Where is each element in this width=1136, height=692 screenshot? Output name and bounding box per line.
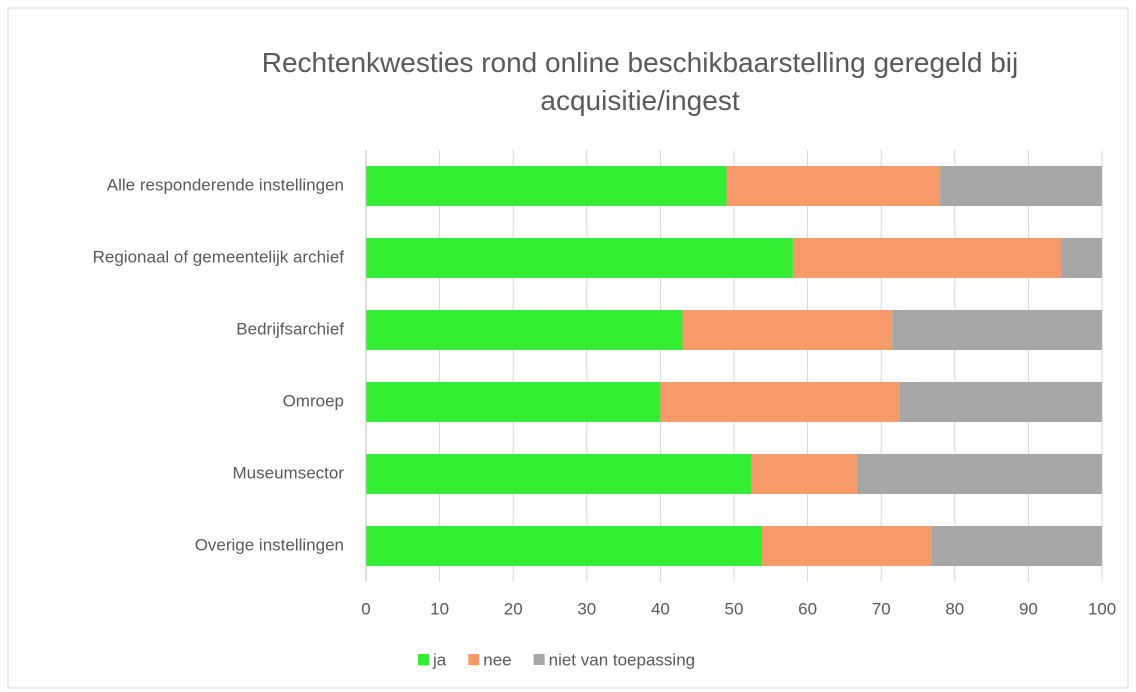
bar-segment xyxy=(931,526,1102,566)
bar-segment xyxy=(792,238,1062,278)
bar-segment xyxy=(366,238,793,278)
bar-segment xyxy=(366,526,762,566)
legend-label: nee xyxy=(483,650,511,669)
bar-segment xyxy=(899,382,1102,422)
legend-swatch xyxy=(468,654,480,665)
bar-segment xyxy=(366,454,752,494)
bar-segment xyxy=(892,310,1102,350)
bar-segment xyxy=(366,166,727,206)
bar-segment xyxy=(366,310,683,350)
chart-title: Rechtenkwesties rond online beschikbaars… xyxy=(261,47,1019,116)
x-tick-label: 70 xyxy=(872,599,891,618)
x-tick-label: 100 xyxy=(1088,599,1116,618)
x-tick-label: 80 xyxy=(945,599,964,618)
x-tick-label: 30 xyxy=(577,599,596,618)
bar-segment xyxy=(726,166,941,206)
bar-segment xyxy=(856,454,1102,494)
bar-segment xyxy=(751,454,857,494)
y-tick-label: Regionaal of gemeentelijk archief xyxy=(93,247,345,266)
y-tick-label: Overige instellingen xyxy=(195,535,344,554)
bar-segment xyxy=(940,166,1102,206)
x-tick-label: 90 xyxy=(1019,599,1038,618)
x-tick-label: 60 xyxy=(798,599,817,618)
bar-segment xyxy=(660,382,900,422)
x-tick-label: 20 xyxy=(504,599,523,618)
bar-segment xyxy=(682,310,893,350)
y-tick-label: Museumsector xyxy=(233,463,345,482)
legend-swatch xyxy=(418,654,429,665)
y-tick-label: Bedrijfsarchief xyxy=(236,319,344,338)
x-tick-label: 0 xyxy=(361,599,370,618)
legend-label: niet van toepassing xyxy=(549,650,696,669)
legend-label: ja xyxy=(432,650,447,669)
y-tick-label: Alle responderende instellingen xyxy=(107,175,344,194)
x-tick-label: 10 xyxy=(430,599,449,618)
x-tick-label: 50 xyxy=(725,599,744,618)
y-tick-label: Omroep xyxy=(283,391,344,410)
x-tick-label: 40 xyxy=(651,599,670,618)
legend-swatch xyxy=(533,654,545,665)
bar-segment xyxy=(366,382,661,422)
bar-segment xyxy=(761,526,932,566)
bar-segment xyxy=(1061,238,1102,278)
